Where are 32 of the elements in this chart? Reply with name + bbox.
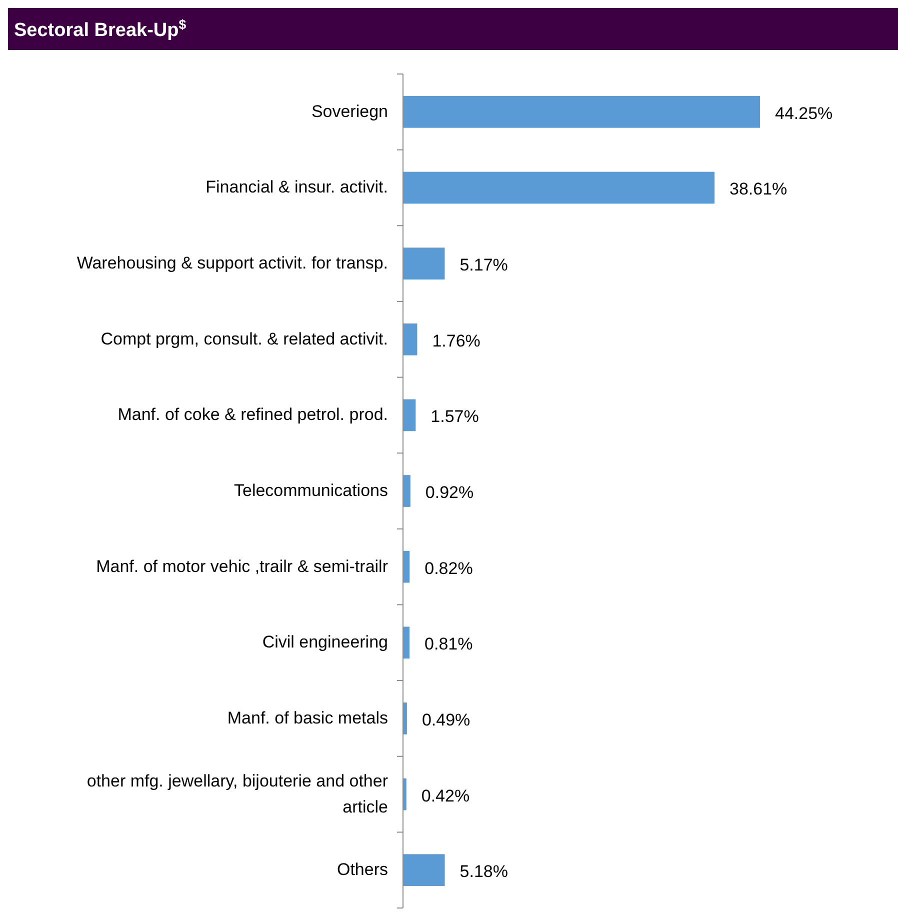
- bar: [403, 248, 445, 280]
- data-label: 0.81%: [424, 634, 473, 654]
- bar: [403, 96, 760, 128]
- data-label: 38.61%: [730, 180, 788, 199]
- y-tick-label: Warehousing & support activit. for transp.: [76, 254, 388, 273]
- y-tick-label: other mfg. jewellary, bijouterie and other article: [86, 771, 388, 816]
- y-tick-label: Others: [336, 860, 388, 880]
- bar: [403, 626, 410, 659]
- data-label: 0.42%: [421, 786, 470, 806]
- bar: [403, 172, 714, 204]
- y-tick-label: Civil engineering: [262, 632, 388, 652]
- y-tick-label: Compt prgm, consult. & related activit.: [100, 329, 388, 348]
- data-label: 5.17%: [460, 256, 508, 275]
- bar: [403, 475, 410, 507]
- bar: [403, 399, 416, 432]
- bar: [403, 854, 445, 886]
- y-tick-label: Manf. of coke & refined petrol. prod.: [118, 405, 388, 424]
- data-label: 1.76%: [432, 331, 480, 350]
- y-tick-label: Manf. of motor vehic ,trailr & semi-trailr: [96, 556, 388, 576]
- data-label: 1.57%: [430, 407, 479, 426]
- y-tick-label: Telecommunications: [234, 481, 388, 500]
- data-label: 5.18%: [460, 862, 508, 882]
- data-label: 44.25%: [775, 104, 833, 123]
- y-tick-label: Soveriegn: [311, 102, 388, 121]
- y-tick-label: Manf. of basic metals: [227, 708, 388, 728]
- data-label: 0.82%: [424, 558, 473, 578]
- y-tick-label: Financial & insur. activit.: [206, 178, 388, 197]
- bar: [403, 550, 410, 583]
- data-label: 0.92%: [425, 483, 474, 502]
- bar: [403, 323, 418, 356]
- data-label: 0.49%: [422, 710, 470, 730]
- text: Sectoral Break-Up$^{$}$: [14, 16, 187, 41]
